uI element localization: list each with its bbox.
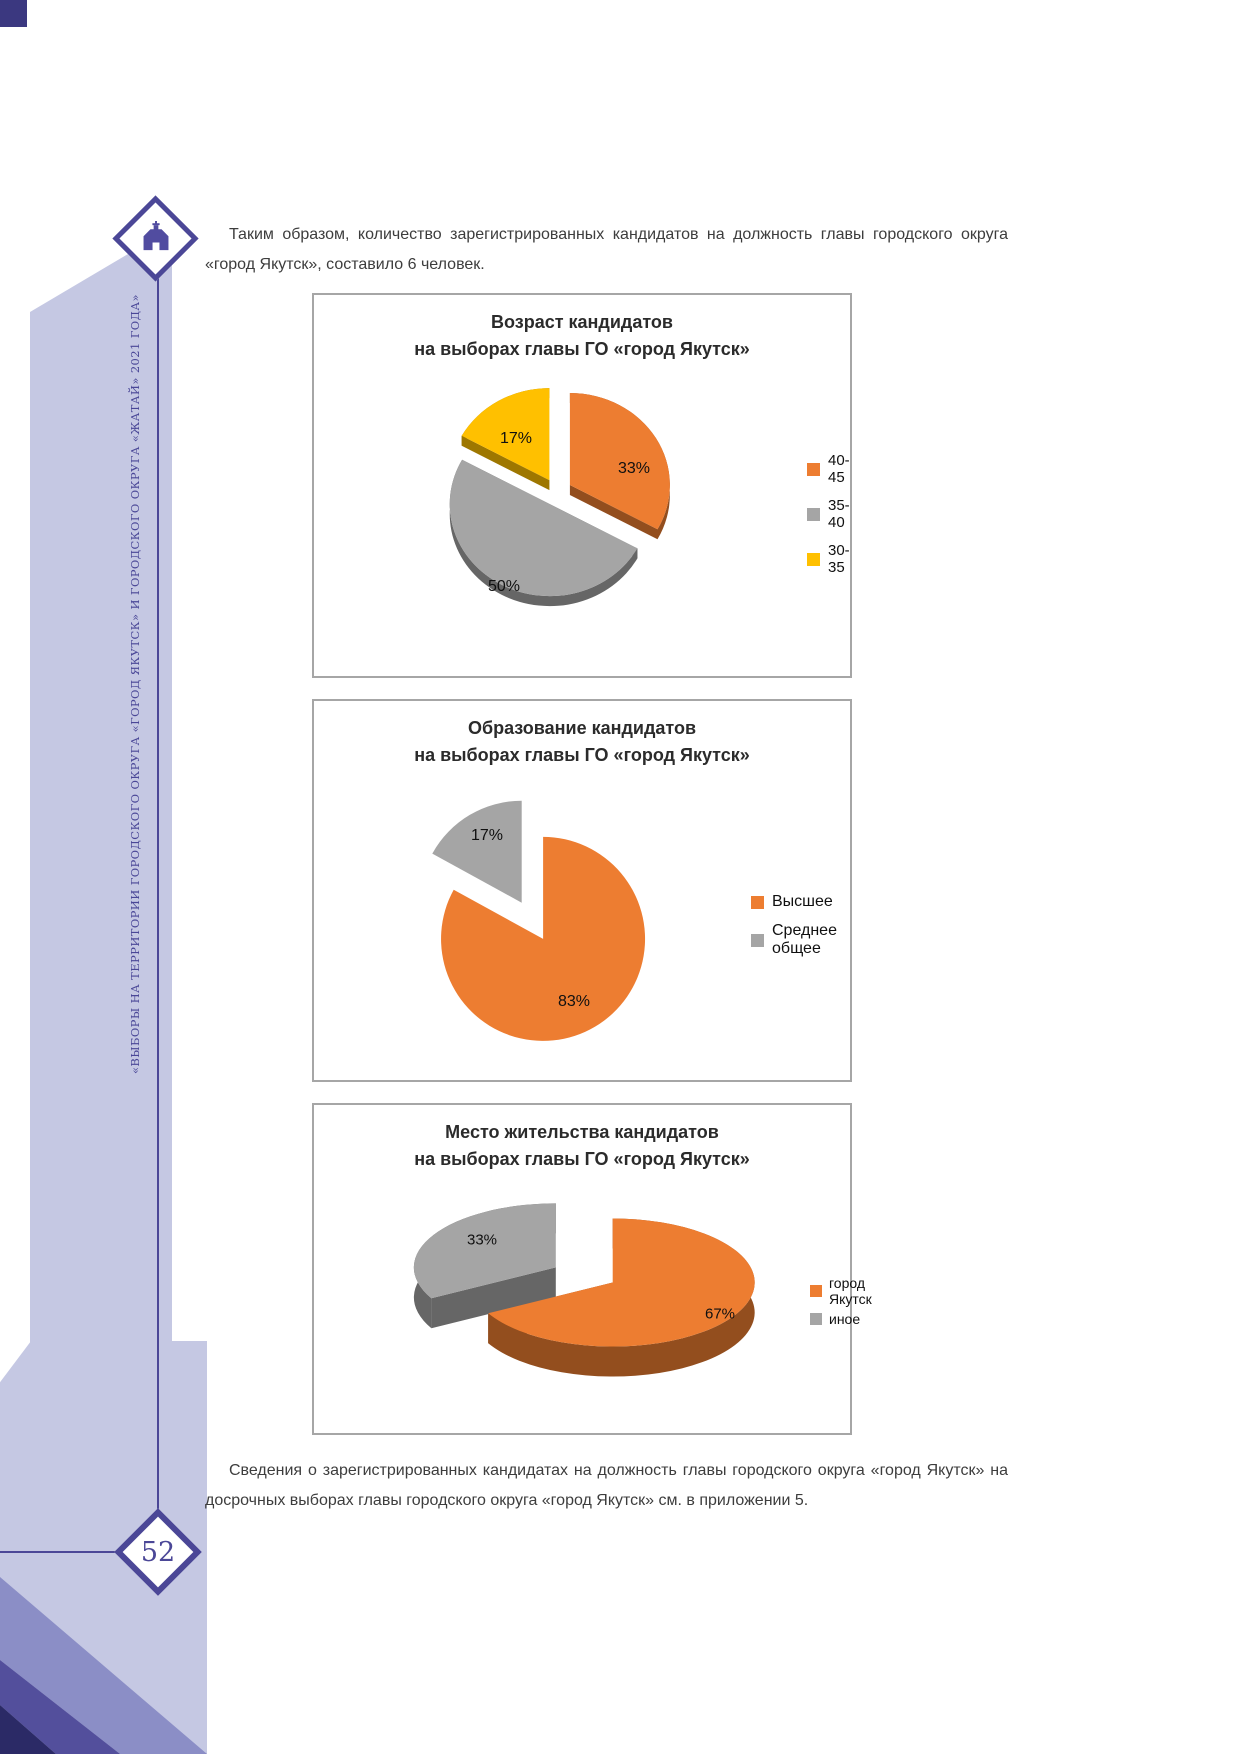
- legend-label: 30-35: [828, 542, 850, 576]
- sidebar-horizontal-line: [0, 1551, 117, 1553]
- chart-residence-title: Место жительства кандидатов на выборах г…: [322, 1119, 842, 1173]
- pie-chart-age: [449, 388, 670, 607]
- legend-label: 35-40: [828, 497, 850, 531]
- legend-swatch-orange: [751, 895, 764, 909]
- legend-item: 30-35: [807, 542, 850, 576]
- legend-label: город Якутск: [829, 1275, 872, 1307]
- sidebar-vertical-title: «ВЫБОРЫ НА ТЕРРИТОРИИ ГОРОДСКОГО ОКРУГА …: [128, 294, 142, 1074]
- closing-paragraph: Сведения о зарегистрированных кандидатах…: [205, 1462, 1008, 1509]
- pie-label-50: 50%: [487, 578, 521, 595]
- legend-label: Среднее общее: [772, 922, 837, 957]
- legend-label: Высшее: [772, 893, 833, 910]
- chart-education-title: Образование кандидатов на выборах главы …: [322, 715, 842, 769]
- legend-label: 40-45: [828, 452, 850, 486]
- legend-swatch-gray: [751, 933, 764, 947]
- chart-residence-box: Место жительства кандидатов на выборах г…: [312, 1103, 872, 1435]
- chart-education-title-line2: на выборах главы ГО «город Якутск»: [414, 745, 750, 765]
- pie-label-17: 17%: [499, 430, 533, 447]
- legend-swatch-orange: [810, 1285, 822, 1297]
- pie-label-33: 33%: [466, 1231, 498, 1249]
- legend-item: иное: [810, 1310, 872, 1328]
- legend-item: город Якутск: [810, 1275, 872, 1307]
- chart-age-title-line1: Возраст кандидатов: [491, 312, 673, 332]
- chart-age-legend: 40-45 35-40 30-35: [807, 452, 850, 576]
- chart-education-box: Образование кандидатов на выборах главы …: [312, 699, 852, 1082]
- sidebar-vertical-line: [157, 276, 159, 1521]
- chart-residence-legend: город Якутск иное: [810, 1275, 872, 1328]
- chart-residence-title-line1: Место жительства кандидатов: [445, 1122, 719, 1142]
- legend-swatch-gray: [810, 1313, 822, 1325]
- legend-swatch-gray: [807, 507, 820, 521]
- intro-paragraph: Таким образом, количество зарегистрирова…: [205, 226, 1008, 273]
- emblem-inner: [130, 213, 181, 264]
- legend-swatch-yellow: [807, 552, 820, 566]
- emblem-diamond: [112, 195, 199, 282]
- chart-education-legend: Высшее Среднее общее: [751, 892, 850, 957]
- chart-age-title-line2: на выборах главы ГО «город Якутск»: [414, 339, 750, 359]
- pie-label-17: 17%: [470, 827, 504, 844]
- legend-item: 35-40: [807, 497, 850, 531]
- chart-education-title-line1: Образование кандидатов: [467, 718, 697, 738]
- chart-age-title: Возраст кандидатов на выборах главы ГО «…: [322, 309, 842, 363]
- page-number-inner: 52: [133, 1527, 183, 1577]
- pie-chart-education: [432, 800, 646, 1041]
- pie-chart-residence: [413, 1203, 755, 1377]
- legend-label: иное: [829, 1311, 861, 1327]
- building-icon: [143, 220, 168, 250]
- chart-age-box: Возраст кандидатов на выборах главы ГО «…: [312, 293, 852, 678]
- chart-residence-title-line2: на выборах главы ГО «город Якутск»: [414, 1149, 750, 1169]
- legend-swatch-orange: [807, 462, 820, 476]
- pie-label-67: 67%: [704, 1305, 736, 1323]
- legend-item: 40-45: [807, 452, 850, 486]
- page-number: 52: [140, 1536, 176, 1568]
- pie-label-83: 83%: [557, 993, 591, 1010]
- pie-label-33: 33%: [617, 460, 651, 477]
- corner-square-decoration: [0, 0, 27, 27]
- legend-item: Высшее: [751, 892, 850, 912]
- legend-item: Среднее общее: [751, 922, 850, 957]
